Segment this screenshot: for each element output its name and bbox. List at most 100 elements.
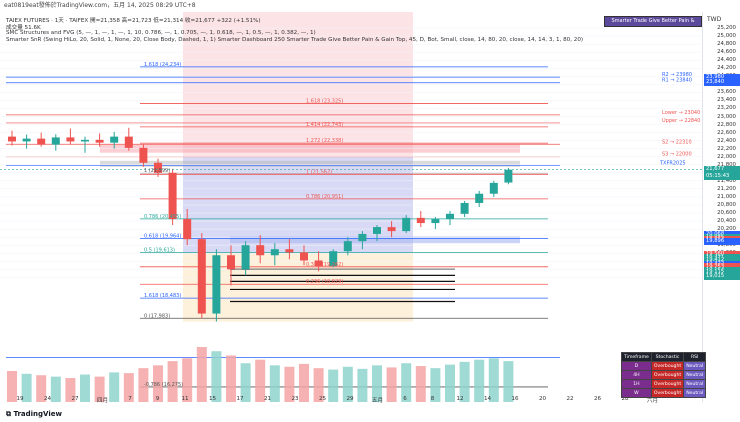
mtf-cell: Overbought [650, 388, 685, 398]
fib-label: 0 (17,983) [144, 313, 170, 319]
price-axis-label: 19,253 [704, 263, 740, 271]
candle-body [139, 147, 148, 163]
candle-body [431, 219, 440, 224]
volume-bar [503, 361, 514, 402]
price-tick: 22,200 [717, 145, 736, 152]
time-axis[interactable]: 19 24 27 四月 7 9 11 15 17 21 23 25 29 五月 6 8 12 14 16 20 22 26… [0, 396, 702, 408]
fib-label: 1.272 (22,338) [306, 138, 343, 144]
mtf-cell: Overbought [650, 370, 685, 380]
mtf-table: Timeframe Stochastic RSI D Overbought Neutral… [621, 352, 707, 398]
volume-bar [65, 378, 76, 402]
price-axis-label: 19,015 [704, 273, 740, 281]
fib-label: 1.414 (22,743) [306, 122, 343, 128]
tv-logo-icon: ⧉ [6, 410, 14, 418]
fib-label: 0.5 (19,613) [144, 248, 175, 254]
candle-body [460, 202, 469, 214]
time-tick: 12 [456, 396, 464, 402]
time-tick: 14 [483, 396, 492, 402]
price-axis-label: 21,677 [704, 166, 740, 174]
price-tick: 22,000 [717, 153, 736, 160]
discount-zone [183, 253, 413, 322]
time-tick: 28 [621, 396, 629, 402]
fib-label: 0.786 (20,951) [306, 194, 343, 200]
volume-bar [488, 358, 499, 402]
level-label: R1 → 23840 [662, 78, 692, 84]
time-tick: 25 [318, 396, 327, 402]
level-label: S3 → 22000 [662, 152, 692, 158]
mtf-cell: W [621, 388, 652, 398]
volume-bar [430, 368, 441, 402]
price-tick: 22,600 [717, 129, 736, 136]
volume-bar [94, 376, 105, 402]
level-label: TXFR2025 [659, 161, 686, 167]
mtf-row: W Overbought Neutral [621, 388, 707, 398]
fib-label: -0.786 (16,275) [144, 382, 183, 388]
volume-bar [109, 372, 120, 402]
mtf-header-cell: Stochastic [650, 352, 685, 362]
price-tick: 24,400 [717, 57, 736, 64]
mtf-row: 1H Overbought Neutral [621, 379, 707, 389]
candle-body [183, 219, 192, 240]
candle-body [300, 252, 308, 261]
time-tick: 6 [403, 396, 407, 402]
volume-bar [153, 365, 163, 402]
volume-bar [459, 361, 470, 402]
volume-bar [357, 368, 368, 402]
time-tick: 六月 [646, 398, 659, 404]
time-tick: 8 [430, 396, 435, 402]
time-tick: 22 [566, 396, 574, 402]
candle-body [81, 139, 89, 142]
currency-label[interactable]: TWD [707, 16, 722, 23]
price-tick: 24,600 [717, 49, 736, 56]
candle-body [314, 260, 323, 267]
legend-smc-line: SMC Structures and FVG (5, —, 1, —, 1, —… [6, 30, 316, 36]
mtf-cell: 4H [621, 370, 652, 380]
price-tick: 24,200 [717, 65, 736, 72]
candle-body [110, 136, 119, 143]
volume-bar [167, 361, 178, 402]
price-tick: 20,600 [717, 210, 736, 217]
volume-bar [372, 365, 382, 402]
volume-bar [36, 375, 47, 402]
price-tick: 22,800 [717, 121, 736, 128]
fib-label: 1 (21,599) [144, 168, 170, 174]
time-tick: 26 [593, 396, 602, 402]
price-axis[interactable]: 25,20025,00024,80024,60024,40024,20024,0… [702, 12, 740, 402]
candle-body [285, 249, 294, 253]
candle-body [51, 137, 60, 145]
time-tick: 20 [538, 396, 547, 402]
candle-body [256, 245, 265, 256]
price-tick: 20,200 [717, 226, 736, 233]
mtf-cell: Neutral [683, 370, 707, 380]
strategy-button[interactable]: Smarter Trade Give Better Pain & Gain [604, 16, 702, 33]
price-axis-label: 19,412 [704, 257, 740, 265]
mtf-cell: Neutral [683, 388, 707, 398]
price-tick: 23,400 [717, 97, 736, 104]
mtf-row: D Overbought Neutral [621, 361, 707, 371]
mtf-header-cell: Timeframe [621, 352, 652, 362]
candle-body [124, 136, 133, 148]
volume-bar [226, 355, 236, 402]
level-label: S2 → 22310 [662, 139, 692, 145]
price-tick: 21,800 [717, 161, 736, 168]
candle-body [241, 245, 250, 270]
volume-bar [21, 373, 32, 402]
time-tick: 23 [291, 396, 299, 402]
fib-label: 0.618 (19,964) [144, 234, 181, 240]
mtf-cell: D [621, 361, 652, 371]
price-axis-label: 23,840 [704, 79, 740, 87]
volume-bar [211, 351, 222, 402]
candle-body [446, 213, 454, 220]
chart-plot-area[interactable]: R2 → 23980 R1 → 23840 Lower → 23040 Upper →… [0, 12, 702, 402]
volume-bar [255, 359, 266, 402]
legend-snr-line: Smarter SnR (Swing HiLo, 20, Solid, 1, N… [6, 37, 584, 43]
countdown-label: 05:15:43 [704, 173, 740, 181]
price-tick: 23,000 [717, 113, 736, 120]
legend-volume-line: 成交量 51.6K [6, 25, 41, 31]
fib-label: 0.236 (18,829) [306, 279, 343, 285]
volume-bar [240, 363, 251, 402]
tradingview-logo[interactable]: ⧉ TradingView [6, 410, 62, 419]
fib-label: 1.618 (24,234) [144, 62, 181, 68]
level-label: R2 → 23980 [662, 72, 692, 78]
